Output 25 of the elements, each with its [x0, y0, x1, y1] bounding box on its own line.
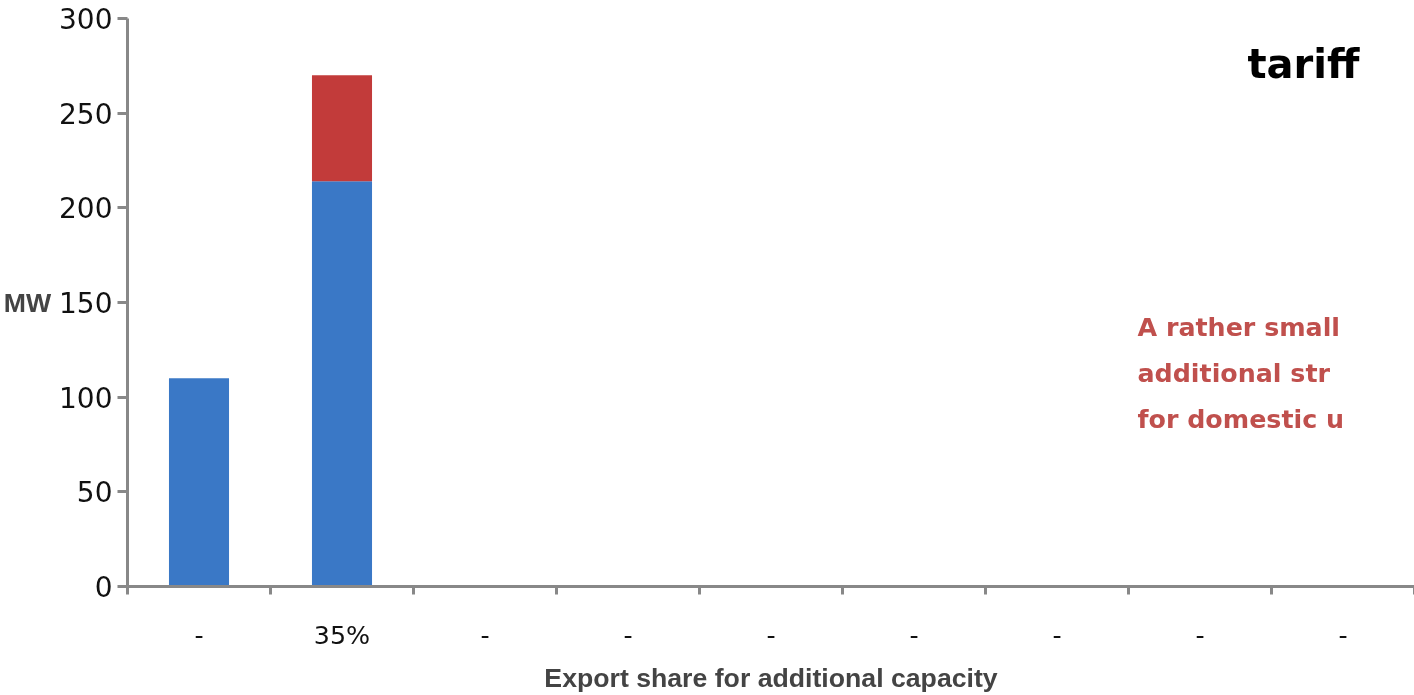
x-axis-title: Export share for additional capacity: [544, 662, 998, 693]
x-tick-label: -: [1195, 619, 1205, 650]
annotation: tariff: [1247, 40, 1361, 87]
y-axis-title: MW: [3, 287, 52, 318]
y-tick-label: 200: [59, 192, 113, 226]
x-tick-label: 35%: [313, 619, 371, 650]
y-tick-label: 100: [59, 381, 113, 415]
y-tick-label: 250: [59, 97, 113, 131]
y-tick-label: 50: [76, 476, 113, 510]
y-tick-label: 300: [59, 3, 113, 36]
annotation: A rather small: [1137, 311, 1341, 342]
bar: [311, 181, 373, 587]
bar: [311, 75, 373, 182]
x-tick-label: -: [480, 619, 490, 650]
x-tick-label: -: [1052, 619, 1062, 650]
y-tick-label: 150: [59, 287, 113, 320]
x-tick-label: -: [1338, 619, 1348, 650]
y-tick-label: 0: [94, 571, 113, 604]
x-tick-label: -: [766, 619, 776, 650]
x-tick-label: -: [194, 619, 204, 650]
bar: [168, 378, 230, 587]
annotation: additional str: [1137, 357, 1331, 388]
x-tick-label: -: [623, 619, 633, 650]
annotation: for domestic u: [1137, 403, 1345, 434]
x-tick-label: -: [909, 619, 919, 650]
